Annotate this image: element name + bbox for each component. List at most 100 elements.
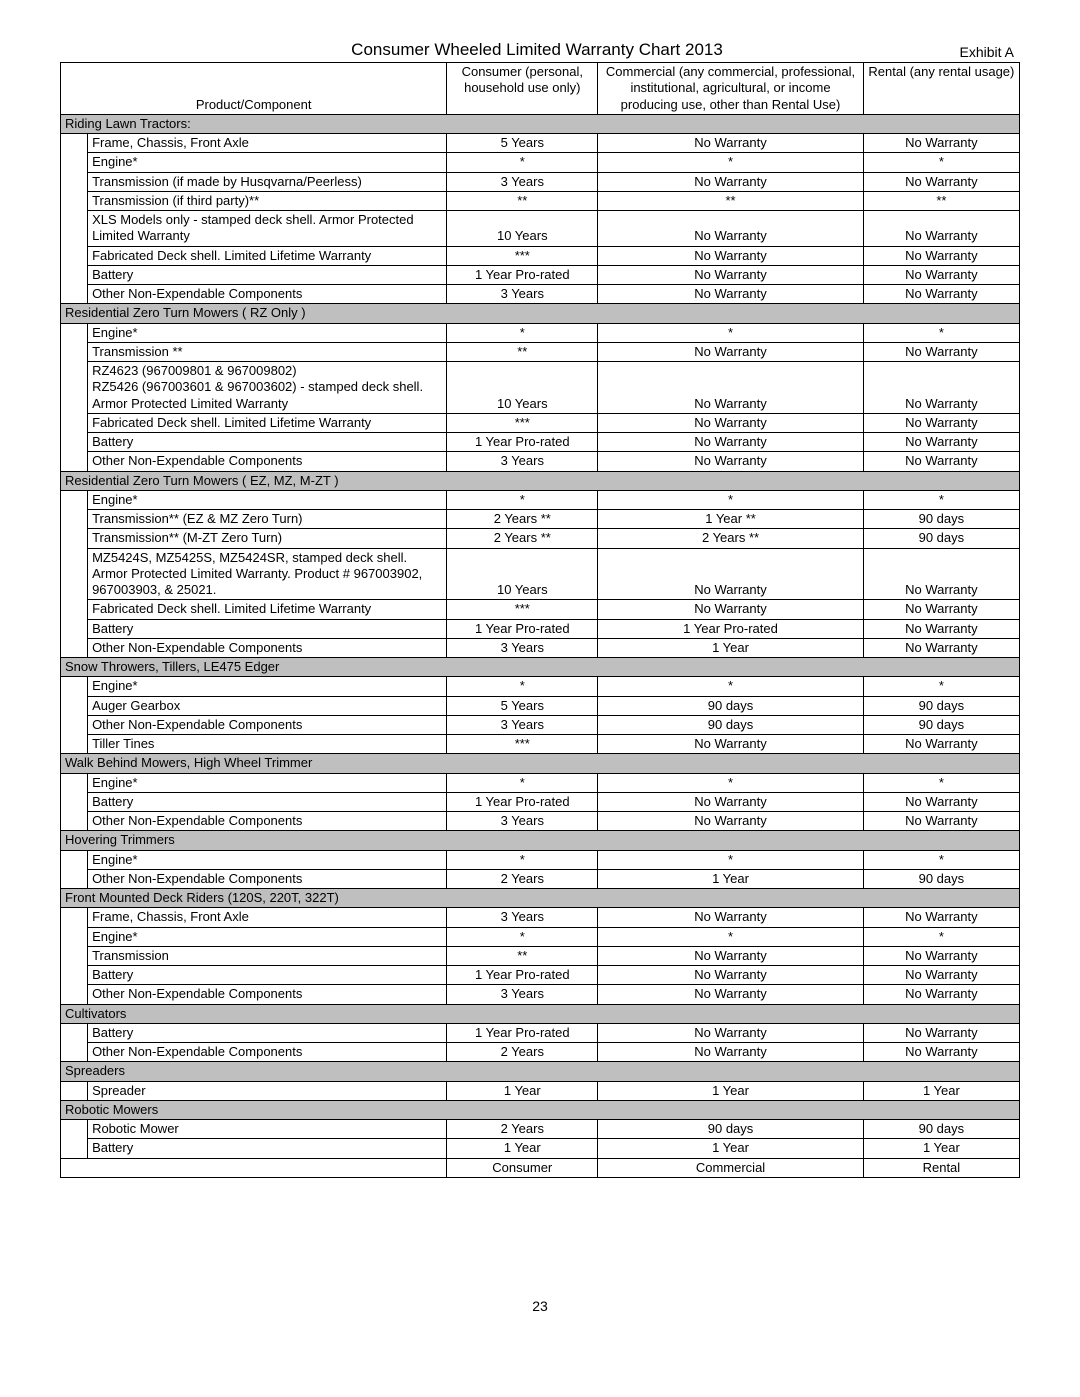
commercial-cell: No Warranty bbox=[598, 966, 864, 985]
rental-cell: No Warranty bbox=[863, 1043, 1019, 1062]
rental-cell: No Warranty bbox=[863, 362, 1019, 414]
footer-blank bbox=[61, 1158, 447, 1177]
header-product: Product/Component bbox=[61, 63, 447, 115]
indent-cell bbox=[61, 850, 88, 869]
page-title: Consumer Wheeled Limited Warranty Chart … bbox=[60, 40, 874, 60]
commercial-cell: No Warranty bbox=[598, 946, 864, 965]
rental-cell: No Warranty bbox=[863, 413, 1019, 432]
section-header: Walk Behind Mowers, High Wheel Trimmer bbox=[61, 754, 1020, 773]
commercial-cell: 90 days bbox=[598, 715, 864, 734]
indent-cell bbox=[61, 600, 88, 619]
consumer-cell: 10 Years bbox=[447, 211, 598, 247]
header-consumer: Consumer (personal, household use only) bbox=[447, 63, 598, 115]
product-cell: Battery bbox=[88, 792, 447, 811]
rental-cell: 90 days bbox=[863, 696, 1019, 715]
product-cell: Auger Gearbox bbox=[88, 696, 447, 715]
indent-cell bbox=[61, 1023, 88, 1042]
footer-commercial: Commercial bbox=[598, 1158, 864, 1177]
indent-cell bbox=[61, 638, 88, 657]
product-cell: Engine* bbox=[88, 677, 447, 696]
product-cell: Frame, Chassis, Front Axle bbox=[88, 908, 447, 927]
consumer-cell: 10 Years bbox=[447, 548, 598, 600]
consumer-cell: * bbox=[447, 323, 598, 342]
section-header: Residential Zero Turn Mowers ( RZ Only ) bbox=[61, 304, 1020, 323]
product-cell: Engine* bbox=[88, 927, 447, 946]
rental-cell: * bbox=[863, 850, 1019, 869]
consumer-cell: 1 Year bbox=[447, 1081, 598, 1100]
footer-rental: Rental bbox=[863, 1158, 1019, 1177]
consumer-cell: *** bbox=[447, 246, 598, 265]
rental-cell: * bbox=[863, 677, 1019, 696]
product-cell: RZ4623 (967009801 & 967009802)RZ5426 (96… bbox=[88, 362, 447, 414]
product-cell: Transmission (if made by Husqvarna/Peerl… bbox=[88, 172, 447, 191]
product-cell: Other Non-Expendable Components bbox=[88, 638, 447, 657]
section-header: Robotic Mowers bbox=[61, 1100, 1020, 1119]
indent-cell bbox=[61, 153, 88, 172]
indent-cell bbox=[61, 265, 88, 284]
product-cell: Engine* bbox=[88, 490, 447, 509]
indent-cell bbox=[61, 927, 88, 946]
commercial-cell: * bbox=[598, 490, 864, 509]
consumer-cell: * bbox=[447, 153, 598, 172]
rental-cell: No Warranty bbox=[863, 638, 1019, 657]
product-cell: Transmission** (M-ZT Zero Turn) bbox=[88, 529, 447, 548]
indent-cell bbox=[61, 1043, 88, 1062]
rental-cell: 90 days bbox=[863, 529, 1019, 548]
indent-cell bbox=[61, 696, 88, 715]
product-cell: Engine* bbox=[88, 850, 447, 869]
rental-cell: No Warranty bbox=[863, 548, 1019, 600]
rental-cell: No Warranty bbox=[863, 735, 1019, 754]
indent-cell bbox=[61, 452, 88, 471]
rental-cell: ** bbox=[863, 191, 1019, 210]
footer-consumer: Consumer bbox=[447, 1158, 598, 1177]
rental-cell: No Warranty bbox=[863, 985, 1019, 1004]
product-cell: Battery bbox=[88, 966, 447, 985]
section-header: Snow Throwers, Tillers, LE475 Edger bbox=[61, 658, 1020, 677]
indent-cell bbox=[61, 1120, 88, 1139]
rental-cell: No Warranty bbox=[863, 172, 1019, 191]
rental-cell: No Warranty bbox=[863, 908, 1019, 927]
indent-cell bbox=[61, 285, 88, 304]
indent-cell bbox=[61, 619, 88, 638]
consumer-cell: 3 Years bbox=[447, 172, 598, 191]
consumer-cell: *** bbox=[447, 600, 598, 619]
commercial-cell: No Warranty bbox=[598, 211, 864, 247]
product-cell: Battery bbox=[88, 1023, 447, 1042]
indent-cell bbox=[61, 966, 88, 985]
rental-cell: No Warranty bbox=[863, 792, 1019, 811]
product-cell: Engine* bbox=[88, 153, 447, 172]
commercial-cell: ** bbox=[598, 191, 864, 210]
product-cell: Other Non-Expendable Components bbox=[88, 715, 447, 734]
consumer-cell: * bbox=[447, 773, 598, 792]
indent-cell bbox=[61, 869, 88, 888]
consumer-cell: 3 Years bbox=[447, 985, 598, 1004]
indent-cell bbox=[61, 246, 88, 265]
product-cell: Other Non-Expendable Components bbox=[88, 285, 447, 304]
indent-cell bbox=[61, 490, 88, 509]
page-number: 23 bbox=[60, 1298, 1020, 1314]
commercial-cell: 1 Year Pro-rated bbox=[598, 619, 864, 638]
commercial-cell: No Warranty bbox=[598, 985, 864, 1004]
exhibit-label: Exhibit A bbox=[874, 44, 1020, 60]
section-header: Front Mounted Deck Riders (120S, 220T, 3… bbox=[61, 889, 1020, 908]
rental-cell: No Warranty bbox=[863, 265, 1019, 284]
commercial-cell: * bbox=[598, 850, 864, 869]
commercial-cell: * bbox=[598, 323, 864, 342]
rental-cell: No Warranty bbox=[863, 433, 1019, 452]
rental-cell: No Warranty bbox=[863, 246, 1019, 265]
rental-cell: No Warranty bbox=[863, 452, 1019, 471]
consumer-cell: * bbox=[447, 850, 598, 869]
product-cell: Other Non-Expendable Components bbox=[88, 812, 447, 831]
product-cell: Transmission** (EZ & MZ Zero Turn) bbox=[88, 510, 447, 529]
commercial-cell: * bbox=[598, 153, 864, 172]
indent-cell bbox=[61, 529, 88, 548]
consumer-cell: 3 Years bbox=[447, 812, 598, 831]
product-cell: Frame, Chassis, Front Axle bbox=[88, 134, 447, 153]
commercial-cell: No Warranty bbox=[598, 548, 864, 600]
rental-cell: * bbox=[863, 153, 1019, 172]
rental-cell: No Warranty bbox=[863, 812, 1019, 831]
rental-cell: No Warranty bbox=[863, 966, 1019, 985]
commercial-cell: No Warranty bbox=[598, 735, 864, 754]
product-cell: Transmission ** bbox=[88, 342, 447, 361]
consumer-cell: 1 Year bbox=[447, 1139, 598, 1158]
